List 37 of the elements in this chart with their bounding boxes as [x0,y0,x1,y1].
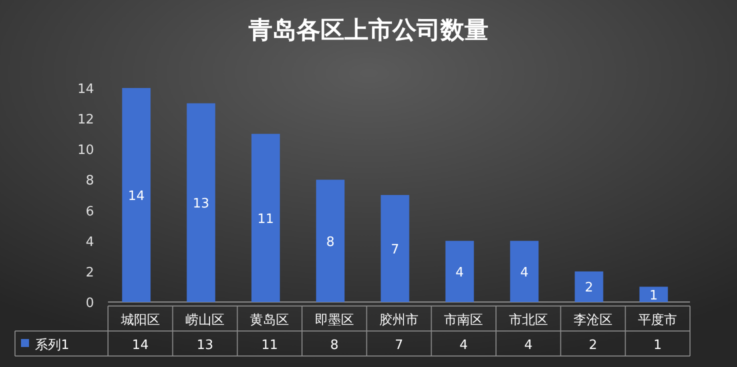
x-tick-label: 胶州市 [380,313,418,328]
data-label: 4 [524,338,532,353]
annotation: 4 [520,265,528,280]
x-tick-label: 崂山区 [186,313,224,328]
y-tick-label: 6 [86,204,94,220]
annotation: 8 [326,234,334,250]
annotation: 2 [584,280,594,296]
data-label: 14 [132,338,149,353]
y-tick-label: 0 [86,296,94,311]
y-tick-label: 14 [77,82,94,97]
y-tick-label: 8 [86,174,94,189]
x-tick-label: 城阳区 [120,313,160,328]
annotation: 11 [257,212,274,227]
y-tick-label: 4 [86,234,94,250]
x-tick-label: 即墨区 [314,313,354,328]
legend-label: 系列1 [35,338,70,353]
x-tick-label: 李沧区 [574,313,612,328]
annotation: 13 [192,196,210,212]
data-label: 11 [261,338,278,353]
data-label: 8 [330,338,338,353]
x-tick-label: 市南区 [444,313,484,328]
y-tick-label: 12 [77,112,94,128]
chart-title: 青岛各区上市公司数量 [248,16,488,44]
x-tick-label: 平度市 [638,312,678,328]
y-tick-label: 2 [86,265,94,280]
x-tick-label: 市北区 [508,313,548,328]
data-label: 1 [654,338,662,353]
data-label: 13 [196,338,214,353]
data-label: 2 [588,338,598,353]
annotation: 4 [456,265,464,280]
annotation: 1 [650,288,658,304]
data-label: 4 [460,338,468,353]
y-tick-label: 10 [77,143,94,158]
x-tick-label: 黄岛区 [250,313,290,328]
annotation: 7 [390,242,400,258]
annotation: 14 [128,189,145,204]
data-label: 7 [394,338,404,353]
